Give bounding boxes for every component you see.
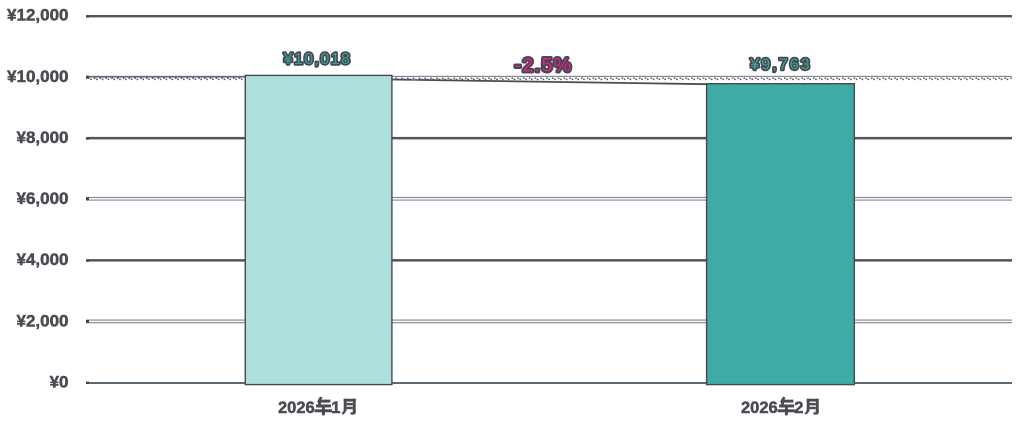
svg-text:¥10,018: ¥10,018 [283,51,352,68]
svg-text:2026: 2026 [741,399,778,417]
svg-text:¥8,000: ¥8,000 [17,128,69,147]
svg-text:-2.5%: -2.5% [515,55,573,77]
svg-text:¥0: ¥0 [50,373,69,392]
svg-text:¥9,763: ¥9,763 [749,57,812,74]
svg-text:¥6,000: ¥6,000 [17,189,69,208]
svg-text:2026: 2026 [278,399,315,417]
svg-text:¥10,000: ¥10,000 [7,67,68,86]
svg-text:¥2,000: ¥2,000 [17,311,69,330]
svg-text:1: 1 [331,399,340,417]
svg-text:2: 2 [794,399,803,417]
svg-text:¥4,000: ¥4,000 [17,250,69,269]
svg-text:¥12,000: ¥12,000 [7,6,68,25]
